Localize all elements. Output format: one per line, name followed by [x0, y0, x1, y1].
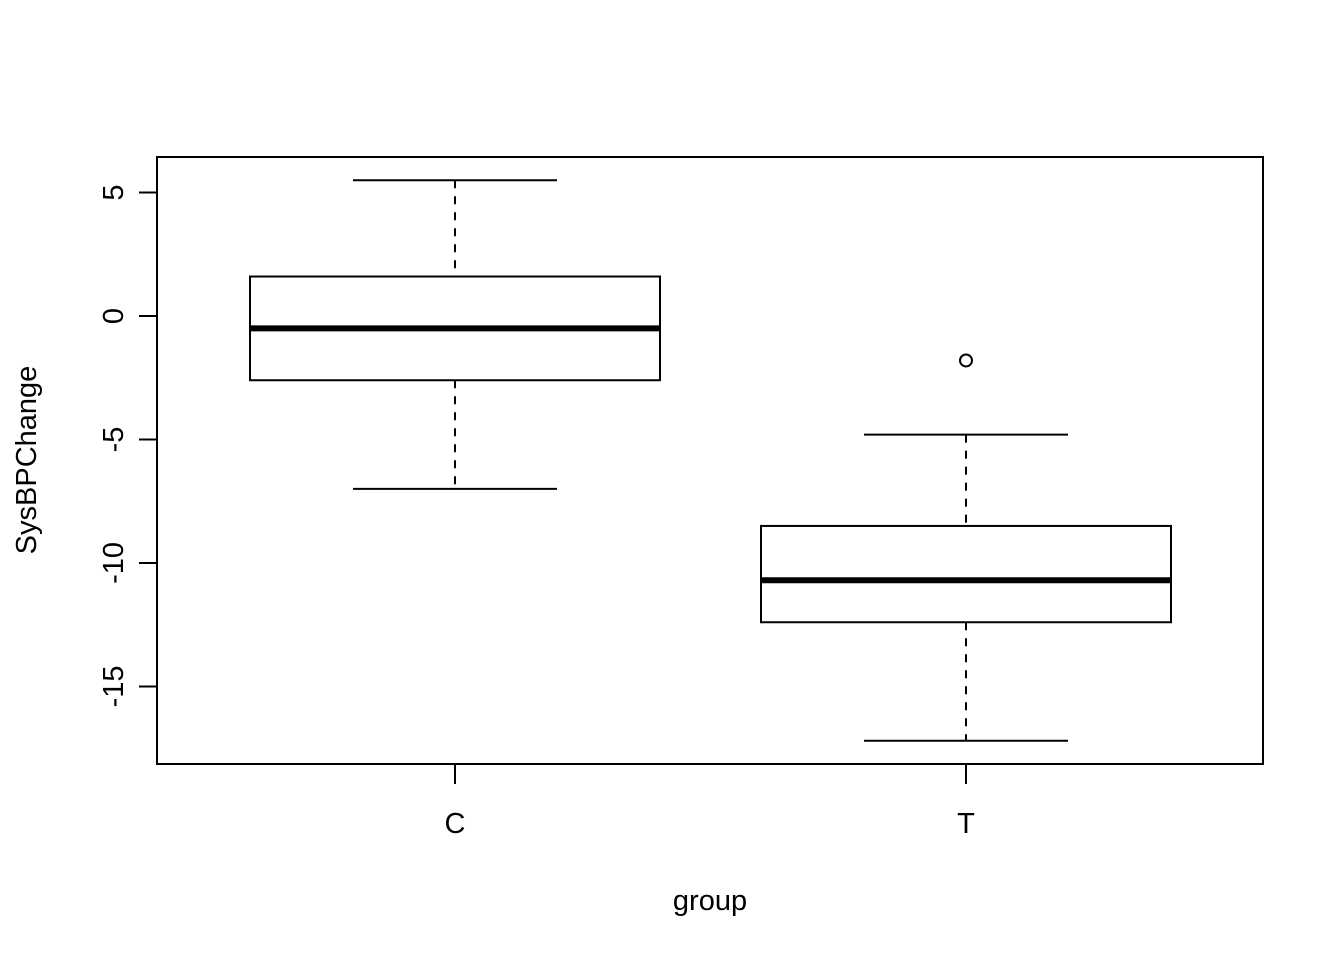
plot-frame — [156, 156, 1264, 765]
y-tick-label: 5 — [98, 184, 130, 200]
outlier-point — [959, 353, 973, 368]
y-tick-label: -15 — [98, 665, 130, 707]
y-tick-label: -5 — [98, 427, 130, 453]
iqr-box — [760, 524, 1172, 624]
x-tick-label: C — [445, 808, 466, 840]
y-tick-label: -10 — [98, 542, 130, 584]
y-tick-label: 0 — [98, 308, 130, 324]
y-axis-label: SysBPChange — [11, 366, 43, 555]
x-tick-label: T — [957, 808, 975, 840]
x-axis-label: group — [673, 885, 747, 917]
